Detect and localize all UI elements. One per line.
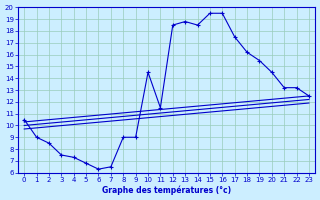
X-axis label: Graphe des températures (°c): Graphe des températures (°c)	[102, 186, 231, 195]
